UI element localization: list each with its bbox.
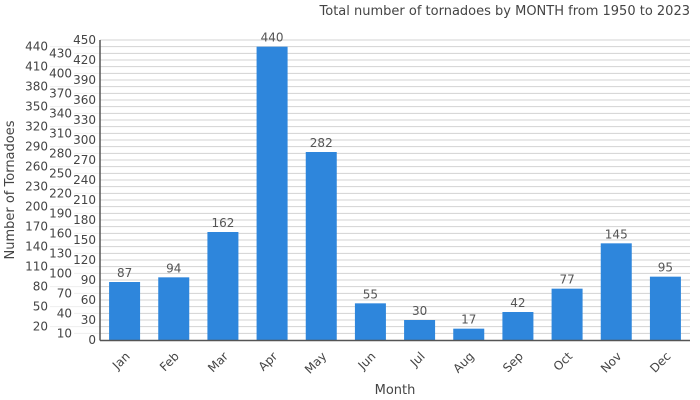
- y-tick-label: 130: [49, 246, 72, 260]
- y-tick-label: 230: [25, 180, 48, 194]
- y-tick-label: 250: [49, 166, 72, 180]
- y-tick-label: 220: [49, 186, 72, 200]
- x-tick-label: Apr: [256, 349, 281, 374]
- bar-apr: [256, 46, 288, 341]
- bar-dec: [649, 276, 681, 340]
- x-tick-label: May: [302, 349, 329, 376]
- data-label: 77: [559, 273, 574, 287]
- data-label: 94: [166, 261, 181, 275]
- bar-sep: [502, 312, 534, 340]
- x-tick-label: Sep: [500, 349, 526, 375]
- y-tick-label: 90: [81, 273, 96, 287]
- y-tick-label: 350: [25, 100, 48, 114]
- data-label: 162: [211, 216, 234, 230]
- y-tick-label: 390: [73, 73, 96, 87]
- x-tick-label: Feb: [157, 349, 182, 374]
- y-tick-label: 450: [73, 33, 96, 47]
- y-tick-label: 240: [73, 173, 96, 187]
- y-tick-label: 100: [49, 266, 72, 280]
- x-tick-label: Jul: [407, 349, 428, 370]
- x-tick-label: Dec: [647, 349, 673, 375]
- y-tick-label: 300: [73, 133, 96, 147]
- data-label: 55: [363, 287, 378, 301]
- y-tick-label: 370: [49, 86, 72, 100]
- y-tick-label: 150: [73, 233, 96, 247]
- y-tick-label: 0: [88, 333, 96, 347]
- y-tick-label: 60: [81, 293, 96, 307]
- data-label: 17: [461, 313, 476, 327]
- y-tick-label: 330: [73, 113, 96, 127]
- y-tick-label: 420: [73, 53, 96, 67]
- y-tick-label: 320: [25, 120, 48, 134]
- y-tick-label: 70: [57, 286, 72, 300]
- bar-jun: [354, 303, 386, 340]
- y-tick-label: 290: [25, 140, 48, 154]
- y-tick-label: 120: [73, 253, 96, 267]
- data-label: 95: [658, 261, 673, 275]
- y-tick-label: 440: [25, 40, 48, 54]
- chart-title: Total number of tornadoes by MONTH from …: [319, 4, 690, 19]
- y-tick-label: 410: [25, 60, 48, 74]
- x-tick-label: Aug: [450, 349, 476, 375]
- bar-aug: [453, 328, 485, 340]
- y-tick-label: 280: [49, 146, 72, 160]
- bars: 87 94 162 440 282 55 30 17 42 77 145 95: [109, 31, 681, 341]
- y-tick-label: 80: [33, 280, 48, 294]
- data-label: 145: [605, 227, 628, 241]
- y-tick-label: 200: [25, 200, 48, 214]
- data-label: 30: [412, 304, 427, 318]
- bar-oct: [551, 288, 583, 340]
- y-tick-label: 180: [73, 213, 96, 227]
- bar-jul: [404, 320, 436, 340]
- y-tick-label: 140: [25, 240, 48, 254]
- x-axis-title: Month: [375, 383, 416, 398]
- x-tick-label: Jun: [355, 349, 379, 373]
- x-tick-label: Nov: [598, 349, 624, 375]
- y-tick-label: 190: [49, 206, 72, 220]
- y-tick-label: 110: [25, 260, 48, 274]
- y-tick-label: 400: [49, 66, 72, 80]
- y-tick-label: 360: [73, 93, 96, 107]
- y-tick-label: 430: [49, 46, 72, 60]
- y-axis-title: Number of Tornadoes: [3, 120, 18, 259]
- y-tick-label: 30: [81, 313, 96, 327]
- bar-nov: [600, 243, 632, 340]
- y-tick-label: 270: [73, 153, 96, 167]
- x-tick-label: Mar: [205, 349, 231, 375]
- bar-jan: [109, 282, 141, 340]
- y-tick-label: 50: [33, 300, 48, 314]
- data-label: 440: [261, 31, 284, 45]
- data-label: 42: [510, 296, 525, 310]
- bar-mar: [207, 232, 239, 340]
- data-label: 87: [117, 266, 132, 280]
- bar-may: [305, 152, 337, 340]
- gridlines: [50, 39, 690, 334]
- y-tick-label: 310: [49, 126, 72, 140]
- y-tick-label: 10: [57, 326, 72, 340]
- y-tick-label: 340: [49, 106, 72, 120]
- y-tick-label: 40: [57, 306, 72, 320]
- y-tick-label: 170: [25, 220, 48, 234]
- bar-feb: [158, 277, 190, 340]
- y-tick-label: 20: [33, 320, 48, 334]
- y-tick-label: 210: [73, 193, 96, 207]
- y-tick-label: 160: [49, 226, 72, 240]
- x-tick-label: Oct: [551, 349, 576, 374]
- y-tick-label: 260: [25, 160, 48, 174]
- x-tick-labels: Jan Feb Mar Apr May Jun Jul Aug Sep Oct Nov Dec: [109, 349, 674, 377]
- data-label: 282: [310, 136, 333, 150]
- y-tick-label: 380: [25, 80, 48, 94]
- x-tick-label: Jan: [109, 349, 133, 373]
